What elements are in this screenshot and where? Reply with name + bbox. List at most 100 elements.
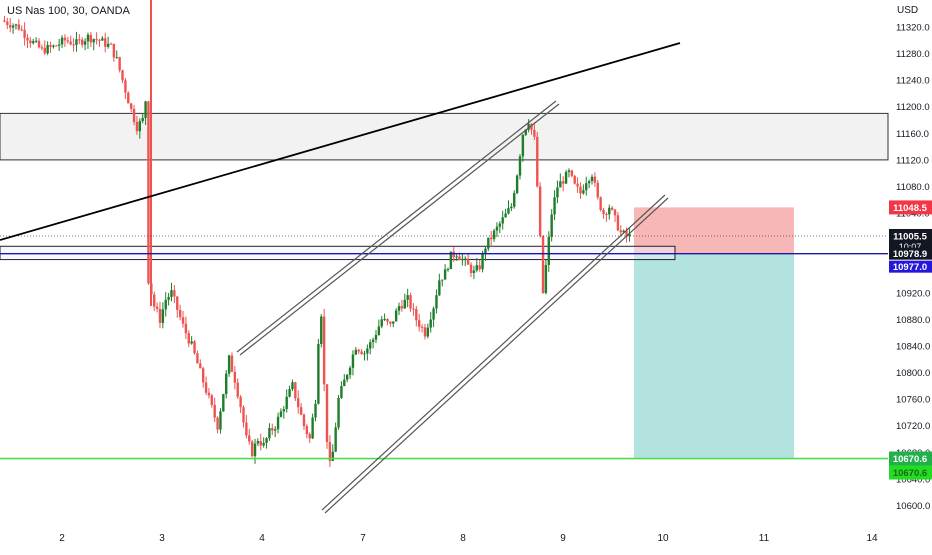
candle-body: [377, 326, 381, 335]
y-tick-label: 10920.0: [896, 288, 930, 299]
candle-body: [63, 37, 67, 41]
candle-body: [585, 183, 588, 191]
candle-body: [550, 214, 553, 237]
candle-body: [32, 41, 35, 44]
candle-body: [622, 230, 625, 233]
candle-body: [167, 296, 170, 300]
candle-body: [374, 334, 378, 340]
zones-layer: [0, 112, 889, 459]
candle-body: [52, 45, 55, 47]
candle-body: [472, 270, 476, 273]
candle-body: [297, 398, 300, 408]
candle-body: [415, 308, 418, 321]
candle-body: [43, 47, 46, 54]
candle-body: [291, 382, 294, 390]
x-tick-label: 7: [360, 533, 366, 544]
candle-body: [561, 181, 565, 184]
candle-body: [285, 396, 288, 410]
y-tick-label: 10760.0: [896, 395, 930, 406]
candle-body: [357, 349, 360, 352]
candle-body: [72, 44, 75, 46]
candle-body: [265, 438, 268, 443]
candle-body: [567, 170, 571, 173]
candle-body: [138, 121, 142, 132]
candle-body: [417, 320, 421, 327]
candle-body: [161, 309, 165, 323]
trendline: [0, 42, 681, 241]
target-price-label-bg: [889, 451, 932, 466]
target-price-label-2: 10670.6: [893, 468, 927, 479]
candle-body: [112, 43, 116, 58]
candle-body: [397, 306, 401, 311]
candle-body: [204, 382, 208, 393]
entry-price-label: 10978.9: [893, 249, 927, 260]
candle-body: [481, 253, 484, 270]
candle-body: [426, 327, 430, 337]
candle-body: [250, 441, 254, 457]
candle-body: [98, 39, 101, 41]
candle-body: [587, 181, 591, 184]
candle-body: [20, 29, 23, 31]
candle-body: [564, 172, 568, 184]
y-tick-label: 11240.0: [896, 76, 930, 87]
candle-body: [582, 190, 585, 194]
candle-body: [354, 349, 358, 355]
y-tick-label: 10800.0: [896, 368, 930, 379]
candle-body: [605, 214, 608, 216]
candle-body: [302, 414, 306, 427]
candle-body: [380, 319, 383, 327]
candle-body: [83, 41, 87, 45]
candle-body: [26, 37, 29, 41]
x-tick-label: 14: [866, 533, 878, 544]
candle-body: [541, 235, 545, 293]
candle-body: [178, 309, 182, 318]
candle-body: [383, 318, 386, 320]
candle-body: [89, 34, 93, 43]
candle-body: [403, 299, 406, 309]
candle-body: [544, 264, 548, 293]
candle-body: [513, 193, 516, 207]
candle-body: [443, 269, 447, 280]
candle-body: [455, 256, 458, 258]
symbol-title: US Nas 100, 30, OANDA: [7, 5, 130, 17]
candle-body: [452, 251, 455, 258]
candle-body: [343, 379, 346, 387]
candle-body: [469, 264, 473, 273]
candle-body: [262, 442, 265, 446]
candle-body: [351, 354, 355, 368]
candle-body: [95, 39, 98, 41]
entry-price-label-bg: [889, 247, 932, 260]
candle-body: [530, 123, 533, 130]
x-tick-label: 2: [59, 533, 65, 544]
candle-body: [121, 70, 124, 81]
candle-body: [276, 416, 280, 430]
candle-body: [553, 197, 556, 215]
x-tick-label: 4: [259, 533, 265, 544]
entry-line-label: 10977.0: [893, 262, 927, 273]
candle-body: [176, 296, 179, 310]
y-tick-label: 11280.0: [896, 49, 930, 60]
target-price-label: 10670.6: [893, 454, 927, 465]
candle-body: [536, 136, 539, 187]
candle-body: [328, 442, 332, 461]
candle-body: [164, 299, 167, 310]
candle-body: [311, 417, 314, 439]
candle-body: [17, 24, 21, 30]
candle-body: [118, 57, 121, 71]
candle-body: [75, 39, 78, 45]
candle-body: [14, 24, 18, 26]
x-tick-label: 8: [460, 533, 466, 544]
candle-body: [225, 373, 228, 395]
candle-body: [570, 170, 574, 176]
x-tick-label: 9: [560, 533, 566, 544]
candle-body: [55, 45, 58, 47]
candle-body: [69, 41, 72, 45]
candle-body: [135, 122, 139, 132]
candle-body: [173, 290, 176, 297]
candle-body: [345, 374, 349, 380]
candle-body: [504, 213, 507, 218]
candle-body: [501, 217, 504, 224]
candle-body: [314, 403, 317, 418]
candle-body: [487, 237, 490, 249]
